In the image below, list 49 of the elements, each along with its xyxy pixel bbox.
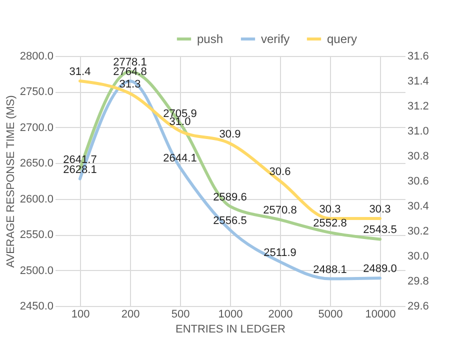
y-tick-label: 2600.0 — [20, 193, 54, 206]
data-label: 31.4 — [69, 66, 91, 78]
x-tick-label: 10000 — [365, 308, 396, 320]
data-label: 2489.0 — [363, 263, 397, 276]
data-label: 2570.8 — [263, 204, 297, 217]
y2-tick-label: 30.8 — [408, 150, 429, 162]
x-tick-label: 1000 — [218, 308, 243, 320]
data-label: 30.6 — [269, 166, 291, 178]
data-label: 2641.7 — [63, 154, 97, 166]
y2-tick-label: 31.6 — [408, 50, 429, 62]
legend-label: verify — [261, 32, 290, 46]
y-tick-label: 2750.0 — [20, 86, 54, 98]
y2-tick-label: 30.2 — [408, 226, 429, 238]
data-label: 2644.1 — [163, 152, 197, 164]
data-label: 2589.6 — [213, 191, 247, 204]
data-label: 2543.5 — [363, 224, 397, 236]
y-tick-label: 2800.0 — [20, 50, 54, 62]
x-tick-label: 5000 — [318, 308, 343, 320]
x-tick-label: 500 — [171, 308, 190, 320]
data-label: 2552.8 — [313, 218, 347, 230]
data-label: 30.9 — [219, 128, 241, 140]
y-tick-label: 2550.0 — [20, 229, 54, 242]
x-tick-label: 2000 — [268, 308, 293, 320]
y2-tick-label: 31.2 — [408, 100, 429, 112]
y2-tick-label: 30.6 — [408, 176, 429, 188]
data-label: 30.3 — [369, 204, 391, 216]
data-label: 2764.8 — [113, 66, 147, 78]
x-tick-label: 200 — [121, 308, 140, 320]
y2-tick-label: 31.4 — [408, 76, 429, 88]
legend-label: query — [327, 32, 358, 46]
data-label: 2488.1 — [313, 264, 347, 276]
data-label: 31.3 — [119, 78, 141, 90]
y-tick-label: 2650.0 — [20, 158, 54, 170]
data-label: 30.3 — [319, 204, 341, 216]
data-label: 2511.9 — [264, 246, 296, 259]
y2-tick-label: 30.0 — [408, 250, 429, 262]
y2-tick-label: 30.4 — [408, 200, 429, 212]
y2-tick-label: 29.8 — [408, 276, 429, 288]
y2-tick-label: 31.0 — [408, 126, 429, 138]
y2-tick-label: 29.6 — [408, 300, 429, 312]
legend-label: push — [197, 32, 224, 46]
y-tick-label: 2450.0 — [20, 300, 54, 312]
y-tick-label: 2500.0 — [20, 264, 54, 277]
x-tick-label: 100 — [71, 308, 90, 320]
y-tick-label: 2700.0 — [20, 122, 54, 134]
data-label: 2628.1 — [63, 164, 97, 176]
x-axis-title: ENTRIES IN LEDGER — [175, 324, 286, 336]
data-label: 2556.5 — [213, 214, 247, 227]
y-axis-title: AVERAGE RESPONSE TIME (MS) — [4, 95, 17, 268]
